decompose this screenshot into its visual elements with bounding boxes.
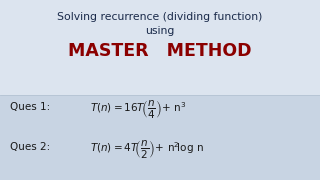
Text: using: using bbox=[145, 26, 175, 36]
Text: MASTER   METHOD: MASTER METHOD bbox=[68, 42, 252, 60]
FancyBboxPatch shape bbox=[0, 0, 320, 95]
Text: Ques 1:: Ques 1: bbox=[10, 102, 50, 112]
FancyBboxPatch shape bbox=[0, 95, 320, 180]
Text: $T(n) = 4T\!\left(\dfrac{n}{2}\right)\! + \,\mathrm{n}^2\!\log\,\mathrm{n}$: $T(n) = 4T\!\left(\dfrac{n}{2}\right)\! … bbox=[90, 138, 204, 160]
Text: Ques 2:: Ques 2: bbox=[10, 142, 50, 152]
Text: $T(n) = 16T\!\left(\dfrac{n}{4}\right)\! + \,\mathrm{n}^3$: $T(n) = 16T\!\left(\dfrac{n}{4}\right)\!… bbox=[90, 98, 186, 120]
Text: Solving recurrence (dividing function): Solving recurrence (dividing function) bbox=[57, 12, 263, 22]
